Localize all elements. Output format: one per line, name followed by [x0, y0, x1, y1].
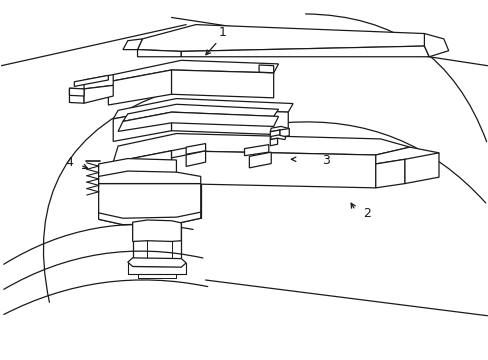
Polygon shape [404, 153, 438, 184]
Polygon shape [122, 39, 142, 50]
Polygon shape [108, 60, 278, 82]
Polygon shape [375, 159, 404, 188]
Polygon shape [108, 70, 171, 105]
Polygon shape [84, 75, 113, 89]
Polygon shape [171, 70, 273, 98]
Polygon shape [186, 151, 205, 166]
Polygon shape [171, 108, 287, 135]
Polygon shape [99, 184, 201, 225]
Polygon shape [127, 258, 186, 267]
Polygon shape [270, 135, 285, 140]
Polygon shape [244, 145, 268, 156]
Polygon shape [84, 85, 113, 103]
Polygon shape [424, 33, 448, 57]
Polygon shape [137, 24, 428, 51]
Polygon shape [270, 126, 288, 132]
Text: 4: 4 [65, 156, 73, 169]
Polygon shape [69, 88, 84, 103]
Polygon shape [122, 104, 278, 121]
Polygon shape [132, 220, 181, 242]
Polygon shape [259, 65, 273, 73]
Polygon shape [280, 129, 288, 137]
Polygon shape [270, 138, 277, 146]
Text: 2: 2 [363, 207, 371, 220]
Text: 1: 1 [218, 26, 226, 39]
Polygon shape [99, 158, 176, 184]
Polygon shape [375, 147, 438, 164]
Polygon shape [171, 145, 201, 158]
Polygon shape [113, 99, 292, 119]
Polygon shape [113, 108, 171, 141]
Polygon shape [186, 144, 205, 154]
Polygon shape [113, 151, 171, 195]
Polygon shape [99, 171, 201, 184]
Polygon shape [270, 130, 280, 139]
Polygon shape [171, 151, 375, 188]
Polygon shape [181, 46, 428, 57]
Polygon shape [99, 212, 201, 225]
Polygon shape [74, 75, 108, 86]
Polygon shape [69, 88, 84, 96]
Polygon shape [137, 50, 181, 57]
Text: 3: 3 [322, 154, 329, 167]
Polygon shape [118, 112, 278, 131]
Polygon shape [113, 134, 409, 162]
Polygon shape [249, 152, 271, 168]
